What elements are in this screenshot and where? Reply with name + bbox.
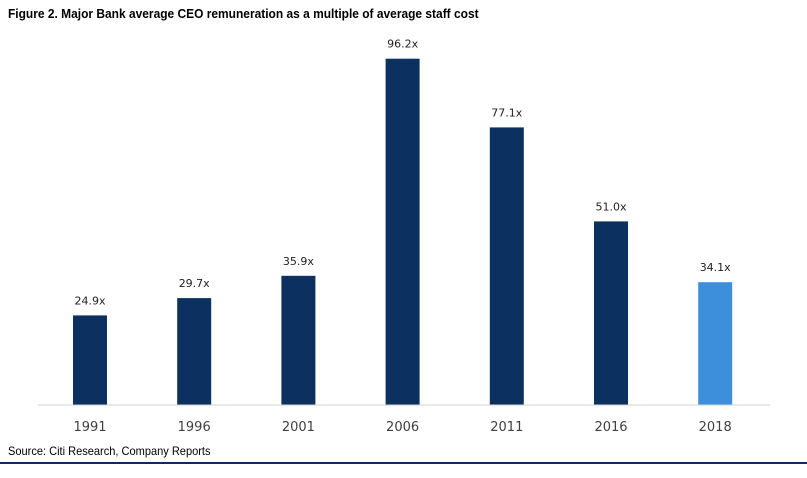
- source-note: Source: Citi Research, Company Reports: [8, 444, 211, 458]
- data-label-1991: 24.9x: [74, 294, 105, 307]
- x-tick-label-1996: 1996: [178, 420, 211, 435]
- bar-2006: [385, 58, 420, 405]
- x-tick-label-2018: 2018: [699, 420, 732, 435]
- chart-title: Figure 2. Major Bank average CEO remuner…: [8, 6, 479, 21]
- bar-2018: [698, 282, 733, 405]
- data-label-2018: 34.1x: [700, 261, 731, 274]
- x-tick-label-1991: 1991: [73, 420, 106, 435]
- bars-group: [73, 58, 733, 406]
- data-label-2016: 51.0x: [595, 200, 626, 213]
- bar-1996: [177, 298, 212, 405]
- x-tick-label-2006: 2006: [386, 420, 419, 435]
- data-label-2011: 77.1x: [491, 106, 522, 119]
- bar-1991: [73, 315, 107, 405]
- bar-2016: [594, 221, 628, 405]
- footer-rule: [0, 462, 807, 464]
- data-label-2001: 35.9x: [283, 255, 314, 268]
- data-label-1996: 29.7x: [179, 277, 210, 290]
- data-labels-group: 24.9x 29.7x 35.9x 96.2x 77.1x 51.0x 34.1x: [74, 38, 731, 308]
- bar-2001: [281, 275, 316, 405]
- x-tick-label-2011: 2011: [490, 420, 523, 435]
- x-tick-label-2001: 2001: [282, 420, 315, 435]
- bar-2011: [489, 127, 524, 406]
- x-tick-label-2016: 2016: [594, 420, 627, 435]
- data-label-2006: 96.2x: [387, 38, 418, 51]
- x-tick-labels-group: 1991 1996 2001 2006 2011 2016 2018: [73, 420, 731, 435]
